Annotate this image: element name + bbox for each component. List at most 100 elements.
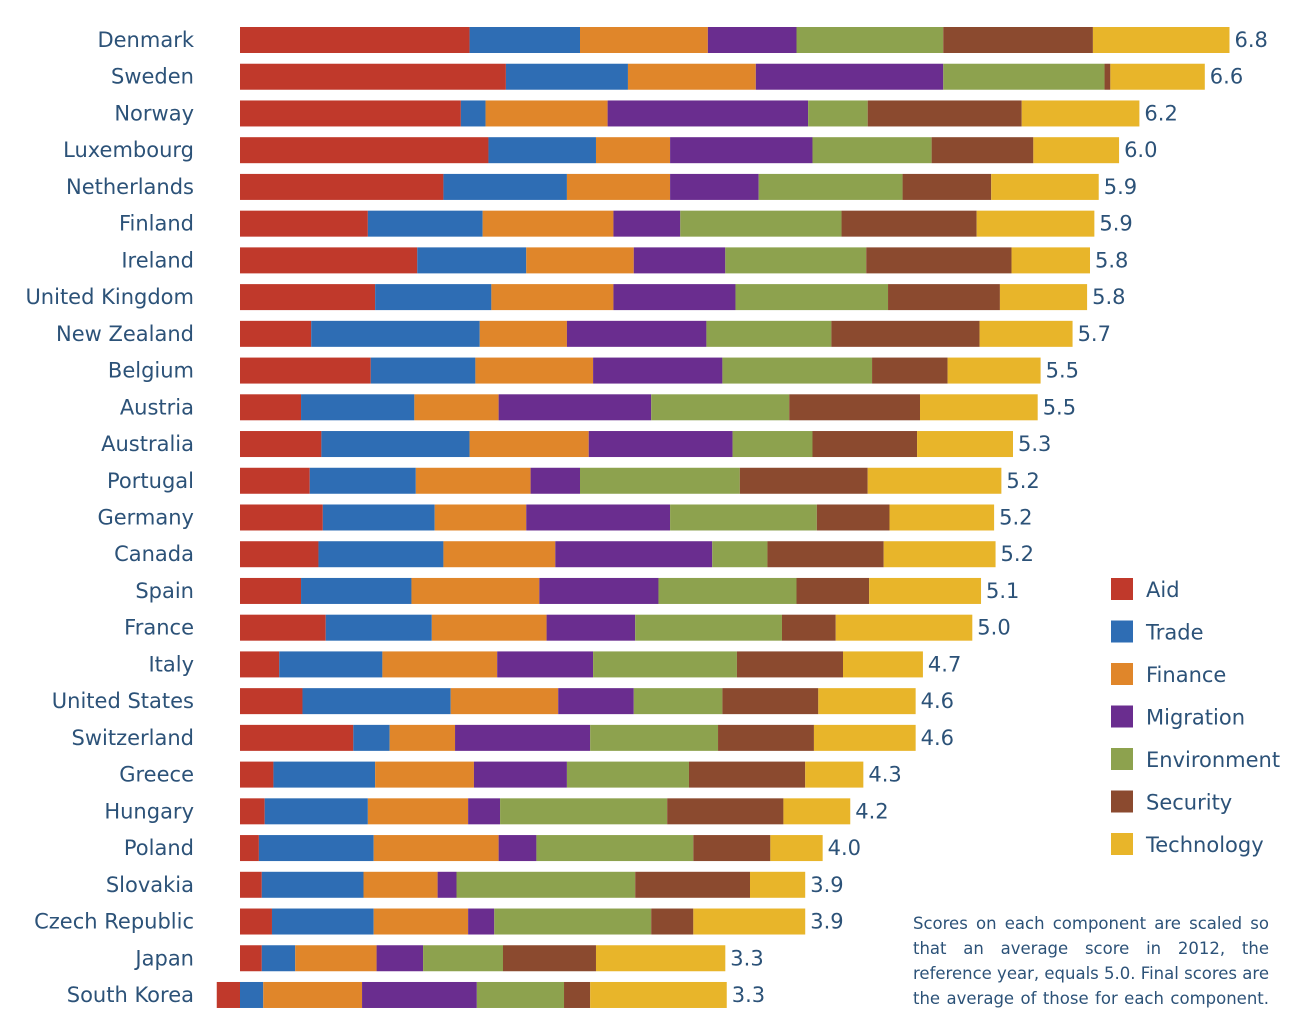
total-label-spain: 5.1 [986,579,1019,603]
bar-segment-south-korea-migration [362,981,477,1008]
bar-segment-germany-environment [670,504,817,531]
bar-segment-poland-finance [373,835,499,862]
country-label-australia: Australia [101,432,194,456]
bar-segment-germany-migration [526,504,671,531]
bar-segment-italy-migration [497,651,594,678]
bar-segment-poland-technology [770,835,823,862]
bar-segment-germany-finance [434,504,527,531]
total-label-new-zealand: 5.7 [1078,322,1111,346]
bar-segment-south-korea-security [564,981,591,1008]
bar-segment-spain-environment [658,577,797,604]
bar-segment-netherlands-finance [566,173,671,200]
bar-segment-belgium-trade [370,357,476,384]
bar-segment-australia-security [812,431,918,458]
total-label-austria: 5.5 [1043,395,1076,419]
bar-segment-japan-security [502,945,596,972]
scaling-note: Scores on each component are scaled so t… [913,914,1269,1008]
bar-segment-germany-security [816,504,890,531]
bar-segment-united-states-trade [302,688,451,715]
bar-segment-netherlands-security [902,173,992,200]
bar-segment-portugal-environment [580,467,740,494]
bar-segment-netherlands-aid [240,173,444,200]
bar-segment-new-zealand-environment [706,320,832,347]
bar-segment-france-finance [431,614,547,641]
bar-segment-luxembourg-finance [595,137,671,164]
bar-segment-slovakia-trade [261,871,364,898]
legend-label-environment: Environment [1146,748,1280,772]
bar-segment-denmark-trade [469,27,580,53]
legend-swatch-trade [1111,620,1133,643]
bar-segment-hungary-trade [264,798,368,825]
bar-segment-austria-trade [301,394,415,421]
bar-segment-ireland-security [866,247,1012,274]
country-label-ireland: Ireland [121,248,194,272]
bar-segment-germany-aid [240,504,323,531]
total-label-luxembourg: 6.0 [1124,138,1157,162]
bar-segment-luxembourg-aid [240,137,489,164]
total-label-belgium: 5.5 [1046,359,1079,383]
legend-swatch-finance [1111,663,1133,685]
bar-segment-new-zealand-finance [479,320,567,347]
bar-segment-sweden-security [1104,63,1111,90]
legend-label-security: Security [1146,791,1232,815]
bar-segment-new-zealand-migration [566,320,707,347]
bar-segment-portugal-aid [240,467,310,494]
bar-segment-australia-finance [469,431,589,458]
bar-segment-greece-finance [375,761,474,788]
bar-segment-italy-technology [843,651,923,678]
bar-segment-greece-aid [240,761,274,788]
bar-segment-united-kingdom-finance [491,284,614,311]
bar-segment-czech-republic-trade [271,908,374,935]
bar-segment-new-zealand-trade [311,320,480,347]
bar-segment-norway-technology [1021,100,1140,127]
bar-segment-finland-trade [367,210,483,237]
country-label-germany: Germany [97,505,194,529]
country-label-netherlands: Netherlands [66,175,194,199]
bar-segment-finland-migration [613,210,681,237]
bar-segment-sweden-migration [755,63,944,90]
total-label-denmark: 6.8 [1234,28,1267,52]
bar-segment-switzerland-technology [813,724,916,751]
bar-segment-canada-migration [555,541,713,568]
bar-segment-australia-trade [321,431,470,458]
bar-segment-new-zealand-security [831,320,980,347]
bar-segment-netherlands-technology [991,173,1099,200]
bar-segment-france-security [781,614,836,641]
bar-segment-luxembourg-migration [670,137,813,164]
bar-segment-australia-aid [240,431,322,458]
country-label-slovakia: Slovakia [106,873,194,897]
bar-segment-belgium-finance [475,357,594,384]
total-label-united-states: 4.6 [921,689,954,713]
bar-segment-united-kingdom-environment [735,284,889,311]
legend-label-finance: Finance [1146,663,1226,687]
bar-segment-australia-technology [917,431,1013,458]
bar-segment-south-korea-environment [476,981,565,1008]
total-label-hungary: 4.2 [855,799,888,823]
total-label-switzerland: 4.6 [921,726,954,750]
bar-segment-poland-migration [498,835,537,862]
legend-label-trade: Trade [1145,621,1204,645]
bar-segment-belgium-security [872,357,948,384]
bar-segment-hungary-environment [500,798,668,825]
bar-segment-france-environment [635,614,782,641]
bar-segment-norway-finance [485,100,608,127]
bar-segment-united-states-finance [450,688,559,715]
bar-segment-united-states-aid [240,688,303,715]
bar-segment-slovakia-environment [456,871,636,898]
bar-segment-luxembourg-trade [488,137,596,164]
bar-segment-ireland-technology [1011,247,1090,274]
bar-segment-czech-republic-aid [240,908,272,935]
total-label-netherlands: 5.9 [1104,175,1137,199]
bar-segment-portugal-technology [867,467,1002,494]
country-label-united-kingdom: United Kingdom [25,285,194,309]
bar-segment-denmark-migration [707,27,797,53]
bar-segment-poland-trade [258,835,374,862]
bar-segment-finland-security [841,210,977,237]
bar-segment-denmark-environment [796,27,944,53]
bar-segment-austria-aid [240,394,302,421]
bar-segment-hungary-finance [367,798,469,825]
bar-segment-norway-aid [240,100,461,127]
bar-segment-norway-security [867,100,1022,127]
bar-segment-slovakia-finance [363,871,438,898]
country-label-portugal: Portugal [107,469,194,493]
